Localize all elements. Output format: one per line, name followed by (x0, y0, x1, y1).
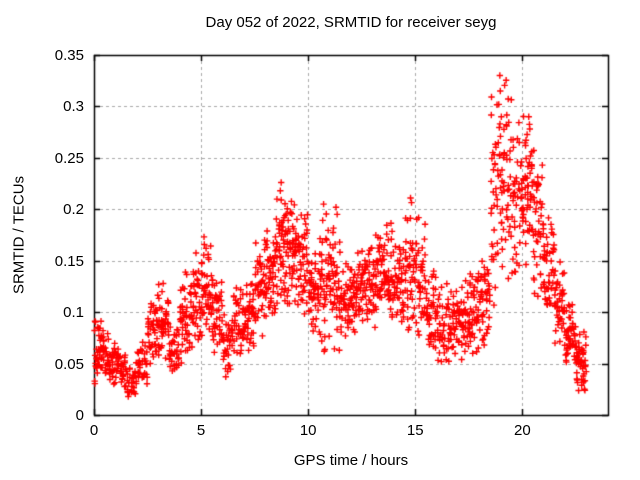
y-axis-label: SRMTID / TECUs (10, 175, 28, 295)
y-tick-label: 0.1 (63, 304, 84, 322)
y-tick-label: 0.3 (63, 98, 84, 116)
y-tick-label: 0 (75, 407, 84, 424)
x-tick-label: 5 (196, 422, 206, 439)
y-tick-label: 0.15 (54, 252, 84, 270)
x-tick-label: 20 (513, 422, 531, 439)
y-tick-label: 0.35 (54, 47, 84, 64)
y-tick-label: 0.05 (54, 355, 84, 373)
x-tick-label: 10 (299, 422, 317, 439)
y-tick-label: 0.2 (63, 201, 84, 219)
x-tick-label: 15 (406, 422, 424, 439)
x-tick-label: 0 (89, 422, 99, 439)
chart-title: Day 052 of 2022, SRMTID for receiver sey… (205, 14, 497, 31)
x-axis-label: GPS time / hours (293, 452, 409, 469)
y-tick-label: 0.25 (54, 149, 84, 167)
